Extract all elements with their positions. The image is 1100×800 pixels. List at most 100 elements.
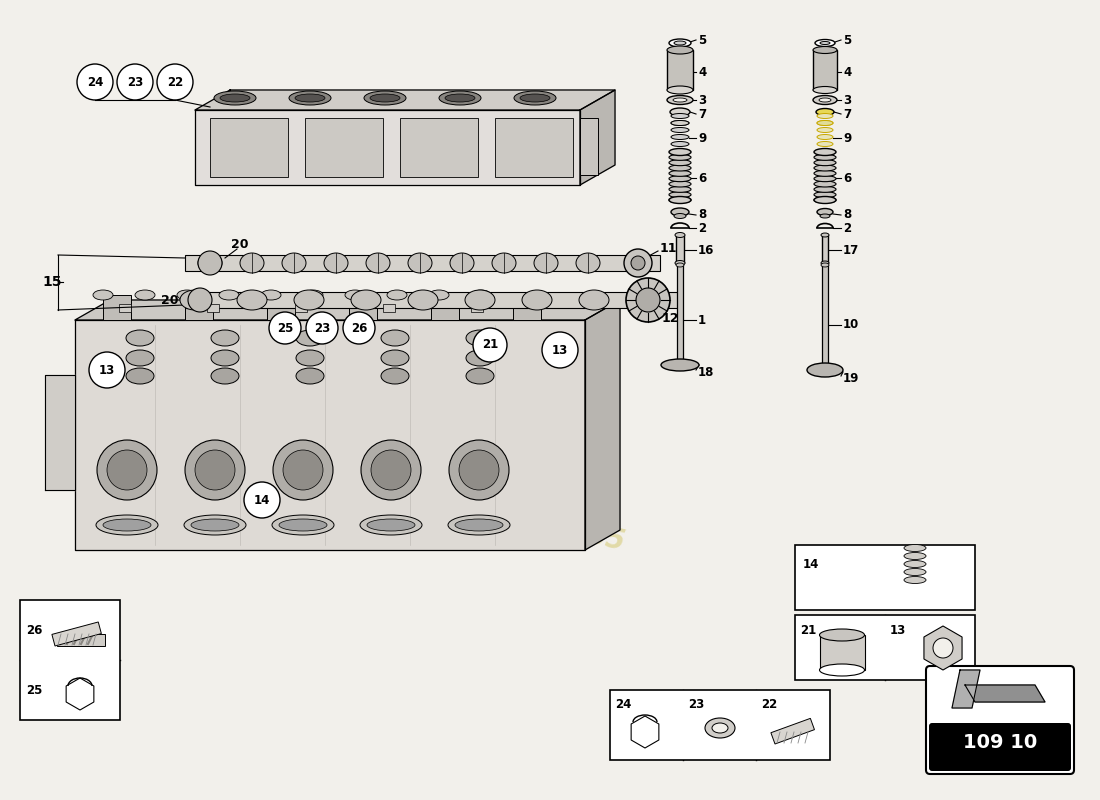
Text: 16: 16 [698, 243, 714, 257]
Text: 6: 6 [698, 171, 706, 185]
Ellipse shape [180, 290, 210, 310]
FancyBboxPatch shape [926, 666, 1074, 774]
Ellipse shape [636, 290, 666, 310]
Ellipse shape [94, 290, 113, 300]
Bar [676, 265, 683, 365]
Ellipse shape [126, 330, 154, 346]
Ellipse shape [661, 359, 698, 371]
Ellipse shape [814, 170, 836, 176]
Circle shape [107, 450, 147, 490]
Ellipse shape [211, 350, 239, 366]
Circle shape [542, 332, 578, 368]
Ellipse shape [282, 253, 306, 273]
Circle shape [244, 482, 280, 518]
Ellipse shape [669, 197, 691, 203]
Ellipse shape [817, 121, 833, 126]
Ellipse shape [471, 290, 491, 300]
Text: 17: 17 [843, 243, 859, 257]
Ellipse shape [712, 723, 728, 733]
Ellipse shape [671, 142, 689, 146]
Circle shape [97, 440, 157, 500]
Ellipse shape [669, 39, 691, 47]
Bar [400, 118, 478, 177]
Text: 23: 23 [126, 75, 143, 89]
Circle shape [636, 288, 660, 312]
Ellipse shape [817, 209, 833, 215]
Polygon shape [75, 300, 620, 320]
Ellipse shape [904, 553, 926, 559]
Ellipse shape [439, 91, 481, 105]
Ellipse shape [813, 86, 837, 94]
Polygon shape [952, 670, 980, 708]
Ellipse shape [465, 290, 495, 310]
Ellipse shape [191, 519, 239, 531]
Ellipse shape [669, 149, 691, 155]
Ellipse shape [455, 519, 503, 531]
Ellipse shape [815, 39, 835, 46]
Ellipse shape [492, 253, 516, 273]
Circle shape [117, 64, 153, 100]
Ellipse shape [814, 160, 836, 166]
Ellipse shape [821, 263, 829, 267]
Bar [471, 304, 483, 312]
Bar [580, 118, 598, 175]
Ellipse shape [296, 330, 324, 346]
Circle shape [283, 450, 323, 490]
Bar [676, 235, 684, 263]
Circle shape [459, 450, 499, 490]
FancyBboxPatch shape [930, 723, 1071, 771]
Text: 5: 5 [843, 34, 851, 46]
Polygon shape [45, 375, 75, 490]
Ellipse shape [408, 290, 438, 310]
Ellipse shape [820, 629, 865, 641]
Ellipse shape [576, 253, 600, 273]
Text: 13: 13 [99, 363, 116, 377]
Polygon shape [585, 300, 620, 550]
Bar [185, 255, 660, 271]
Ellipse shape [669, 154, 691, 160]
Ellipse shape [534, 253, 558, 273]
Circle shape [273, 440, 333, 500]
Ellipse shape [669, 197, 691, 203]
Ellipse shape [821, 233, 829, 237]
Ellipse shape [448, 515, 510, 535]
Circle shape [371, 450, 411, 490]
Ellipse shape [370, 94, 400, 102]
Ellipse shape [669, 186, 691, 192]
Text: 109 10: 109 10 [962, 733, 1037, 751]
Text: 19: 19 [843, 371, 859, 385]
Ellipse shape [813, 46, 837, 54]
Bar [20, 600, 120, 720]
Ellipse shape [446, 94, 475, 102]
Circle shape [631, 256, 645, 270]
Ellipse shape [671, 121, 689, 126]
Ellipse shape [669, 176, 691, 182]
Text: 4: 4 [698, 66, 706, 78]
Text: 5: 5 [698, 34, 706, 46]
Ellipse shape [366, 253, 390, 273]
Ellipse shape [820, 42, 830, 45]
Text: 22: 22 [761, 698, 778, 711]
Ellipse shape [671, 121, 689, 126]
Ellipse shape [673, 98, 688, 102]
Ellipse shape [295, 94, 324, 102]
Bar [185, 295, 213, 320]
Text: 9: 9 [698, 131, 706, 145]
Text: 13: 13 [552, 343, 568, 357]
Text: 20: 20 [162, 294, 178, 306]
Polygon shape [75, 320, 585, 550]
Ellipse shape [408, 253, 432, 273]
Bar [103, 295, 131, 320]
Bar [932, 726, 1068, 768]
Text: 11: 11 [660, 242, 678, 254]
Ellipse shape [814, 197, 836, 203]
Ellipse shape [817, 142, 833, 146]
Ellipse shape [522, 290, 552, 310]
Text: 14: 14 [254, 494, 271, 506]
Ellipse shape [367, 519, 415, 531]
Text: 13: 13 [890, 623, 906, 637]
Ellipse shape [814, 197, 836, 203]
Circle shape [449, 440, 509, 500]
Ellipse shape [279, 519, 327, 531]
Ellipse shape [466, 350, 494, 366]
